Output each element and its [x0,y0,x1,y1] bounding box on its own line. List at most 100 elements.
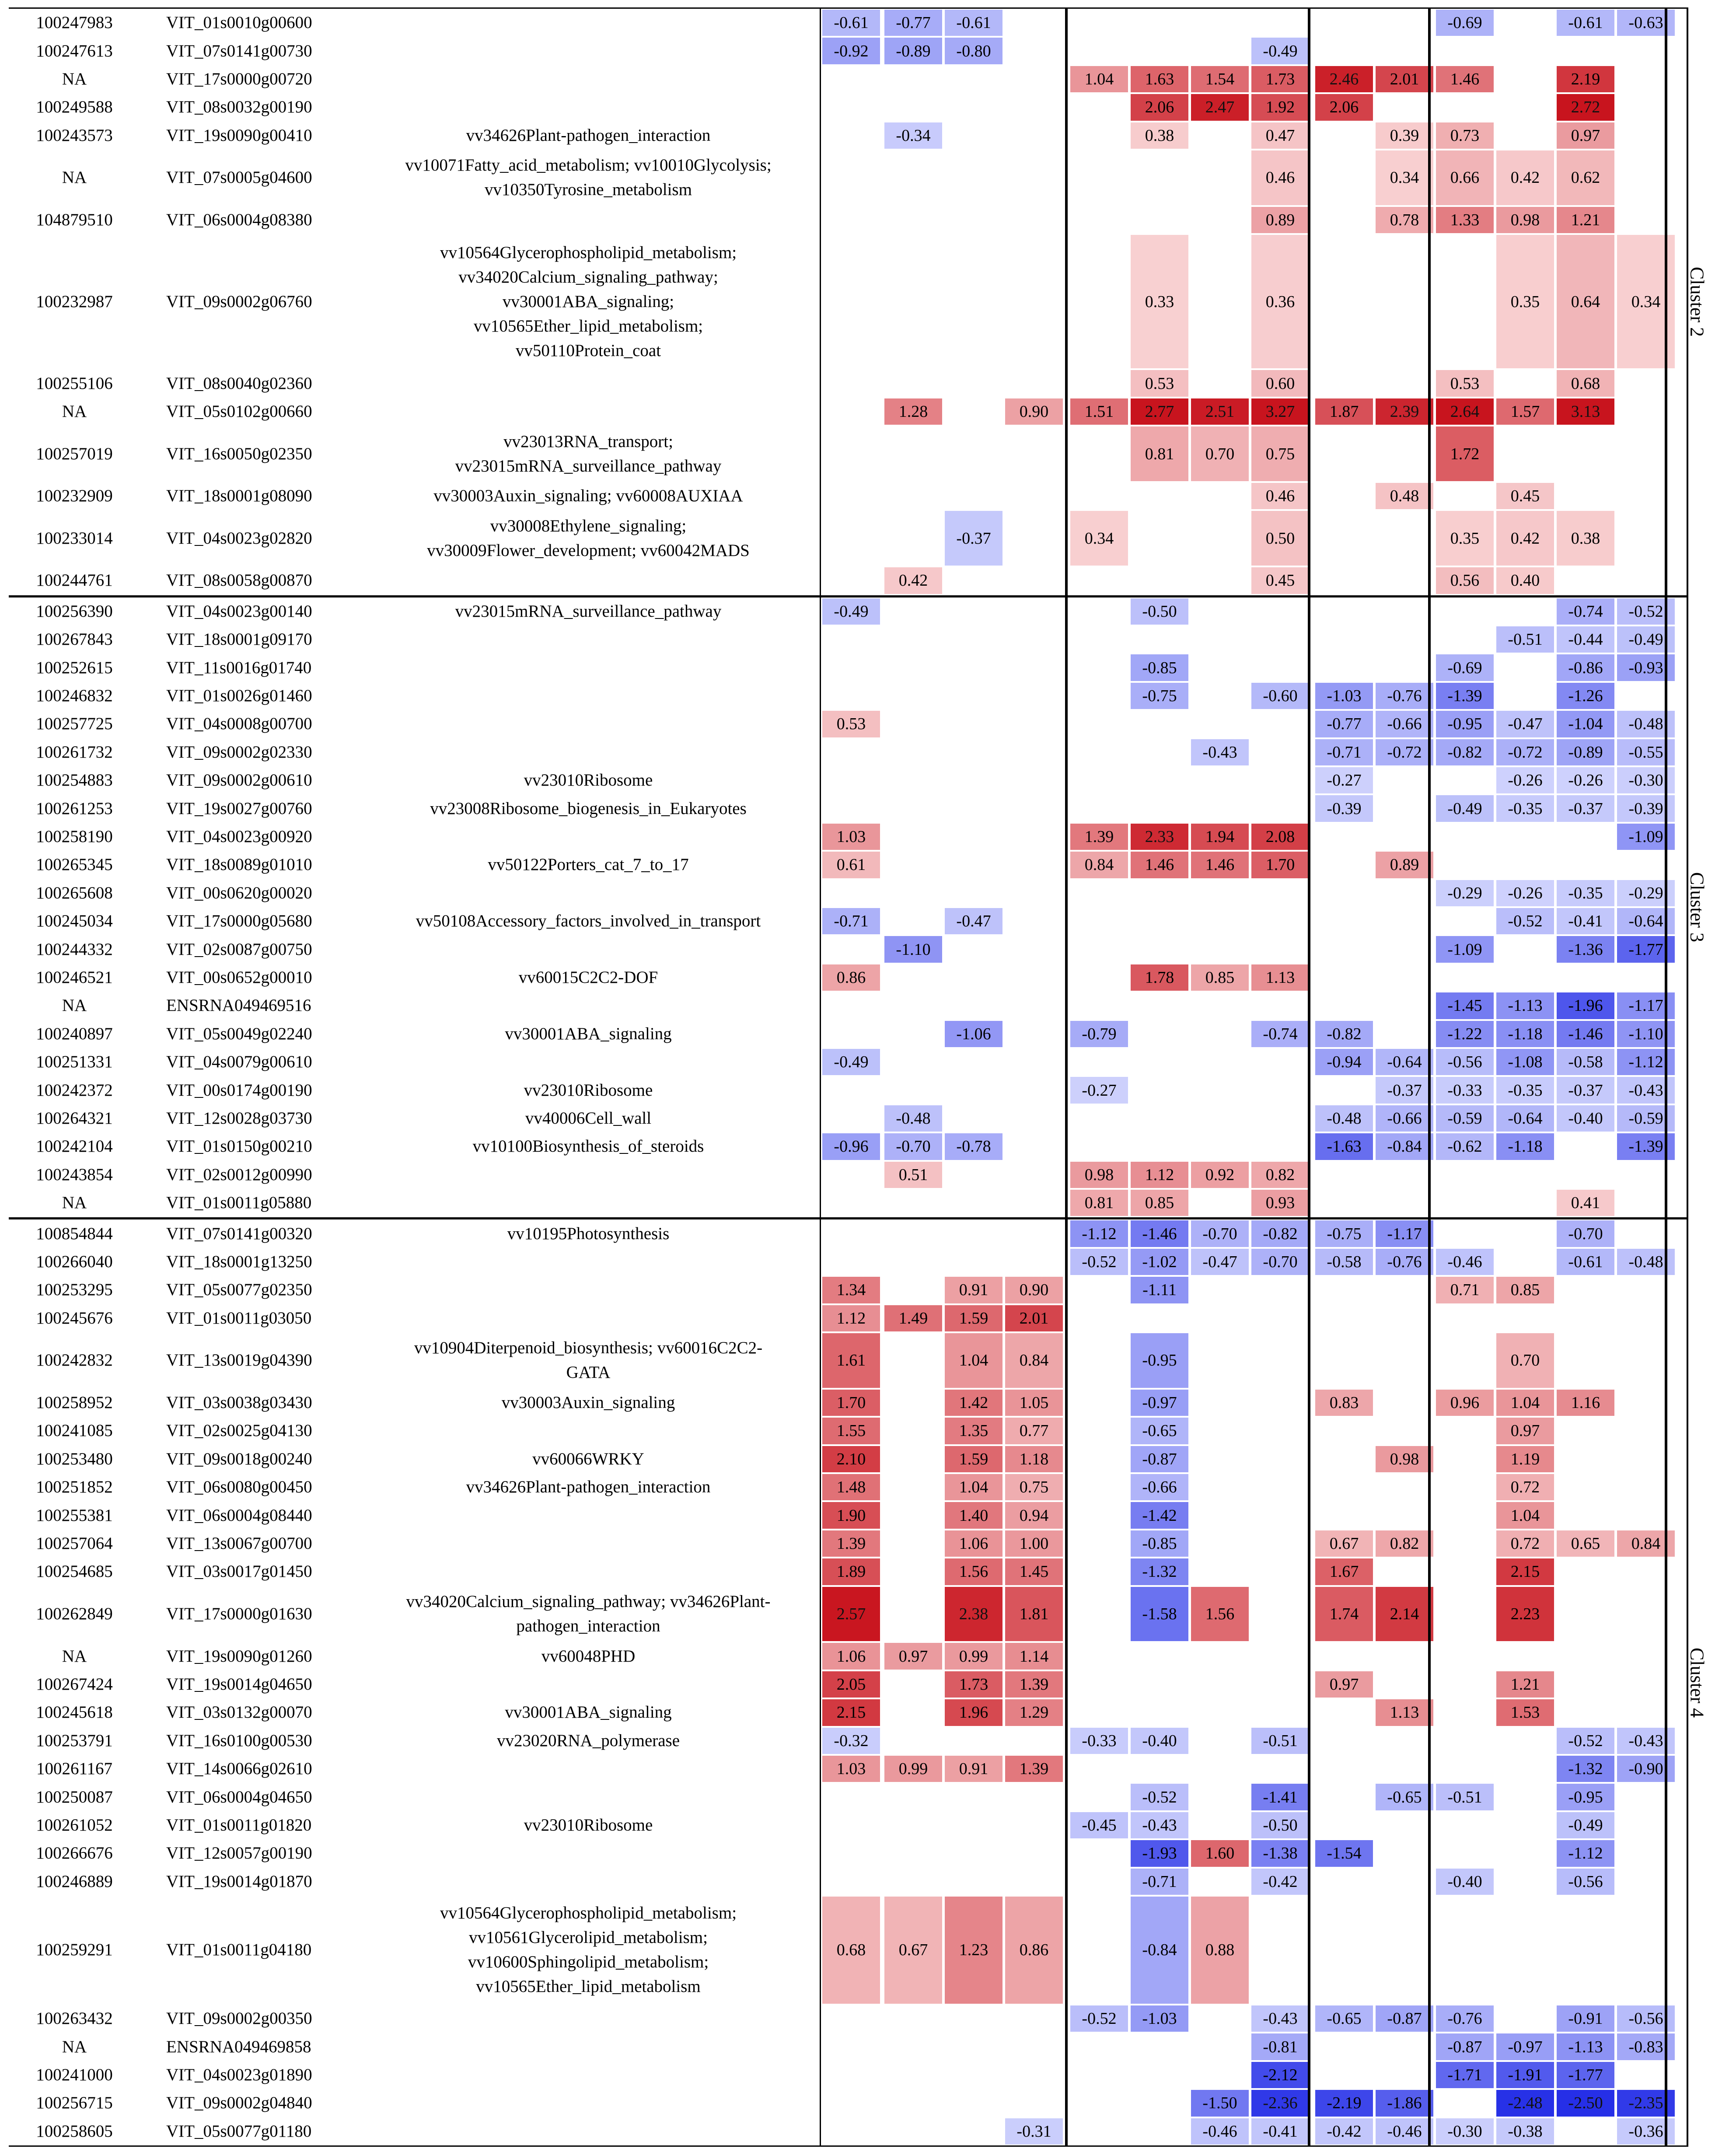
pathway-line: vv30001ABA_signaling [505,1024,672,1043]
pathway-annotation: vv30008Ethylene_signaling; vv30009Flower_… [367,510,809,566]
heat-cell: 0.38 [1131,122,1188,149]
heat-cell: -0.72 [1376,739,1433,765]
gene-id: VIT_00s0652g00010 [166,968,312,987]
heat-cell: 0.73 [1436,122,1494,149]
heat-cell: 0.71 [1436,1277,1494,1303]
heat-cell: -0.95 [1436,711,1494,737]
gene-id: ENSRNA049469858 [166,2037,311,2056]
entrez-id: NA [62,996,87,1015]
pathway-annotation: vv23013RNA_transport; vv23015mRNA_surveil… [367,426,809,482]
gene-id: VIT_07s0141g00320 [166,1224,312,1243]
heat-cell: -1.71 [1436,2061,1494,2089]
gene-id: VIT_02s0025g04130 [166,1421,312,1440]
heat-cell: 1.73 [1251,66,1309,93]
heat-cell: 2.14 [1376,1586,1433,1642]
pathway-annotation: vv30003Auxin_signaling; vv60008AUXIAA [367,482,809,510]
entrez-id: 100263432 [36,2009,113,2028]
heat-cell: 2.01 [1376,66,1433,93]
heat-cell: 0.90 [1005,398,1063,425]
heat-cell: -0.76 [1436,2005,1494,2032]
pathway-line: vv10195Photosynthesis [507,1224,670,1243]
entrez-id: 100254685 [36,1562,113,1581]
heat-cell: -1.46 [1557,1020,1614,1047]
entrez-id: NA [62,1193,87,1212]
heat-cell: 0.96 [1436,1389,1494,1416]
heat-cell: -0.66 [1376,1105,1433,1132]
gene-id: VIT_18s0001g13250 [166,1252,312,1271]
heat-cell: -0.74 [1557,598,1614,625]
heat-cell: 2.46 [1315,66,1373,93]
heat-cell: 1.35 [945,1418,1002,1444]
gene-id: VIT_18s0001g08090 [166,486,312,506]
heat-cell: 1.73 [945,1671,1002,1698]
gene-id: VIT_17s0000g00720 [166,69,312,88]
heat-cell: -0.84 [1376,1133,1433,1160]
pathway-annotation: vv23010Ribosome [367,766,809,794]
heat-cell: 0.70 [1191,426,1249,481]
entrez-id: 100854844 [36,1224,113,1243]
heat-cell: 0.82 [1376,1530,1433,1557]
heat-cell: -0.46 [1436,1248,1494,1275]
heat-cell: 1.39 [1005,1755,1063,1782]
gene-id: VIT_04s0023g02820 [166,528,312,548]
table-top-border [9,7,1687,9]
entrez-id: 100258952 [36,1393,113,1412]
gene-id: VIT_19s0090g00410 [166,126,312,145]
gene-id: VIT_01s0011g05880 [166,1193,312,1212]
heat-cell: 1.13 [1376,1699,1433,1726]
heat-cell: 1.54 [1191,66,1249,93]
heat-cell: -0.51 [1436,1784,1494,1810]
group-divider [1308,7,1310,2147]
heat-cell: -0.44 [1557,626,1614,653]
gene-id: VIT_18s0089g01010 [166,855,312,874]
heat-cell: 1.28 [884,398,942,425]
pathway-annotation: vv23020RNA_polymerase [367,1727,809,1755]
heat-cell: -1.32 [1557,1755,1614,1782]
heat-cell: 0.62 [1557,150,1614,205]
heat-cell: -0.39 [1315,795,1373,822]
heat-cell: -1.12 [1557,1840,1614,1867]
heat-cell: -0.66 [1131,1474,1188,1501]
heat-cell: 2.77 [1131,398,1188,425]
heat-cell: 0.84 [1070,852,1128,878]
gene-id: VIT_02s0087g00750 [166,940,312,959]
entrez-id: 100265608 [36,883,113,902]
entrez-id: 100261052 [36,1815,113,1834]
heat-cell: 1.67 [1315,1558,1373,1585]
heat-cell: 1.56 [1191,1586,1249,1642]
pathway-line: vv10565Ether_lipid_metabolism [476,1977,701,1996]
heat-cell: -1.42 [1131,1502,1188,1529]
heat-cell: -0.29 [1617,880,1675,906]
heat-cell: 1.46 [1191,852,1249,878]
gene-id: VIT_09s0002g04840 [166,2093,312,2113]
pathway-line: pathogen_interaction [516,1616,660,1635]
heat-cell: 0.34 [1070,511,1128,566]
pathway-line: vv34626Plant-pathogen_interaction [466,126,711,145]
heat-cell: 0.42 [1496,511,1554,566]
heat-cell: 0.41 [1557,1189,1614,1216]
heat-cell: 0.81 [1131,426,1188,481]
gene-id: VIT_08s0032g00190 [166,98,312,117]
entrez-id: 100243854 [36,1165,113,1184]
heat-cell: 1.34 [822,1277,880,1303]
heat-cell: -0.47 [945,908,1002,935]
heat-cell: -0.41 [1557,908,1614,935]
gene-id: VIT_06s0004g08440 [166,1506,312,1525]
entrez-id: 100249588 [36,98,113,117]
heat-cell: -0.61 [945,10,1002,36]
heat-cell: 0.78 [1376,206,1433,234]
heat-cell: -0.37 [1376,1077,1433,1104]
entrez-id: 100242104 [36,1137,113,1156]
heat-cell: -0.70 [1191,1220,1249,1247]
entrez-id: 100245034 [36,912,113,931]
gene-id: VIT_03s0038g03430 [166,1393,312,1412]
pathway-line: vv23015mRNA_surveillance_pathway [455,601,722,621]
heat-cell: -0.71 [822,908,880,935]
entrez-id: 100253295 [36,1280,113,1300]
heat-cell: -1.93 [1131,1840,1188,1867]
heat-cell: 1.59 [945,1305,1002,1331]
entrez-id: 100253791 [36,1731,113,1750]
heat-cell: 1.46 [1436,66,1494,93]
pathway-line: vv23020RNA_polymerase [496,1731,680,1750]
heat-cell: -0.37 [1557,1077,1614,1104]
